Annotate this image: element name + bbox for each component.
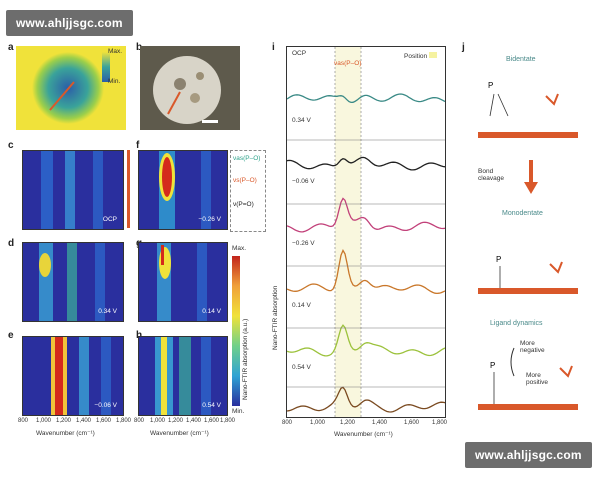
colorbar-a-min: Min. [108,78,120,85]
map-g: 0.14 V [138,242,228,322]
colorbar-main [232,256,240,406]
spectrum-trace-4 [287,325,445,356]
svg-text:P: P [496,255,501,264]
trace-label-0: OCP [292,50,306,57]
mode-arrows-c [36,142,116,148]
label-j: j [462,42,465,53]
panel-i-ylabel: Nano-FTIR absorption [272,150,279,350]
x-label-left-2: Wavenumber (cm⁻¹) [150,429,209,437]
monodentate-box: Monodentate P [476,206,580,298]
panel-b-image [140,46,240,130]
panel-i-traces [287,47,445,417]
trace-label-3: −0.26 V [292,240,315,247]
map-h: 0.54 V [138,336,228,416]
svg-text:P: P [488,81,493,90]
colorbar-main-min: Min. [232,408,244,415]
spectrum-trace-5 [287,387,445,412]
spectrum-trace-1 [287,157,445,170]
bidentate-box: Bidentate P [476,56,580,148]
colorbar-a-max: Max. [108,48,122,55]
trace-label-1: 0.34 V [292,117,311,124]
label-i: i [272,42,275,53]
bond-cleavage-label: Bond cleavage [478,168,504,182]
position-swatch [429,52,437,58]
x-ticks-left-2: 800 1,000 1,200 1,400 1,600 1,800 [134,418,244,428]
cleavage-arrow [524,160,538,194]
panel-i-xlabel: Wavenumber (cm⁻¹) [334,430,393,438]
map-f: −0.26 V [138,150,228,230]
map-c-label: OCP [103,216,117,223]
map-h-label: 0.54 V [202,402,221,409]
svg-text:P: P [490,361,495,370]
legend-m3: ν(P=O) [233,201,254,208]
x-label-left-1: Wavenumber (cm⁻¹) [36,429,95,437]
trace-label-2: −0.06 V [292,178,315,185]
label-a: a [8,42,14,53]
spectrum-trace-3 [287,251,445,294]
scan-arrow [127,150,130,228]
trace-label-4: 0.14 V [292,302,311,309]
map-d: 0.34 V [22,242,124,322]
label-d: d [8,238,14,249]
spectrum-trace-2 [287,198,445,232]
map-e: −0.06 V [22,336,124,416]
spectrum-trace-0 [287,94,445,102]
trace-label-5: 0.54 V [292,364,311,371]
label-e: e [8,330,14,341]
legend-m2: νs(P–O) [233,177,257,184]
legend-m1: νas(P–O) [233,155,260,162]
label-c: c [8,140,14,151]
map-e-label: −0.06 V [94,402,117,409]
ligand-dynamics-box: Ligand dynamics More negative More posit… [476,318,580,414]
mode-legend: νas(P–O) νs(P–O) ν(P=O) [230,150,266,232]
colorbar-main-label: Nano-FTIR absorption (a.u.) [242,270,249,400]
band-label: νas(P–O) [334,60,361,67]
map-f-label: −0.26 V [198,216,221,223]
map-c: OCP [22,150,124,230]
watermark-top: www.ahljjsgc.com [6,10,133,36]
map-g-label: 0.14 V [202,308,221,315]
colorbar-main-max: Max. [232,245,246,252]
map-d-label: 0.34 V [98,308,117,315]
x-ticks-i: 800 1,000 1,200 1,400 1,600 1,800 [282,420,452,430]
x-ticks-left-1: 800 1,000 1,200 1,400 1,600 1,800 [18,418,128,428]
watermark-bottom: www.ahljjsgc.com [465,442,592,468]
position-legend: Position [404,52,437,60]
panel-i-frame [286,46,446,418]
